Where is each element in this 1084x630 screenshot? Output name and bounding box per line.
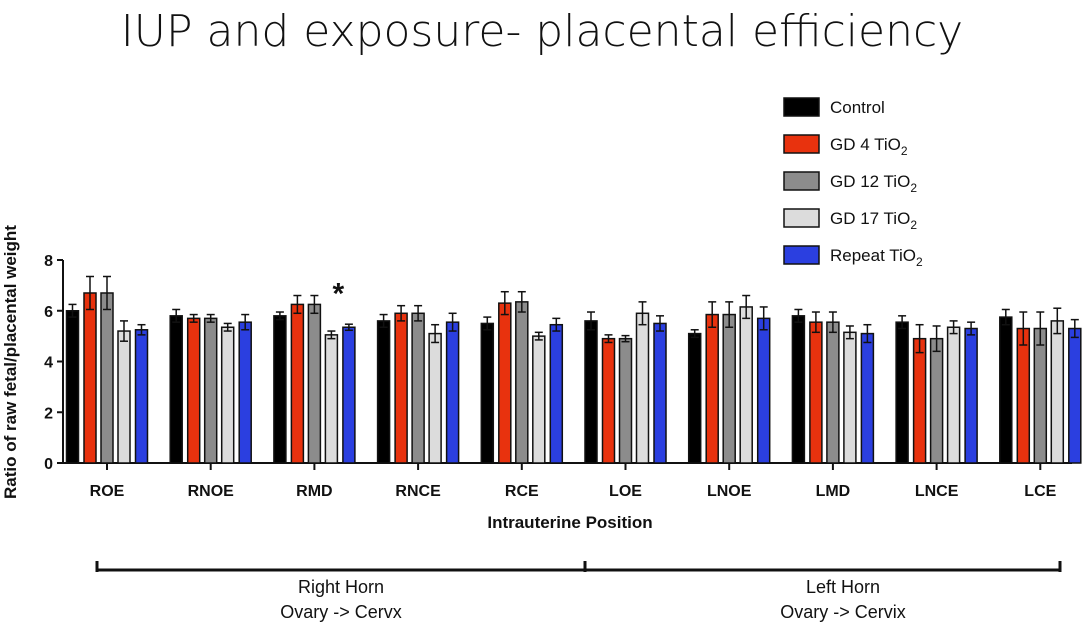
bar xyxy=(687,332,702,464)
bar xyxy=(394,312,408,464)
bar xyxy=(480,322,495,464)
bar xyxy=(307,303,322,464)
legend-label-subscript: 2 xyxy=(916,255,923,269)
bar xyxy=(1016,327,1031,464)
significance-asterisk: * xyxy=(333,278,345,311)
horn-group-sublabel: Ovary -> Cervix xyxy=(780,602,906,622)
bar xyxy=(83,292,97,464)
y-tick-label: 0 xyxy=(44,456,53,473)
bar xyxy=(238,321,252,464)
bar xyxy=(376,320,391,464)
bar xyxy=(428,332,442,464)
bar xyxy=(618,337,633,464)
legend-swatch xyxy=(783,245,820,265)
x-axis-title: Intrauterine Position xyxy=(487,513,652,532)
bar xyxy=(1050,320,1065,464)
legend-label-subscript: 2 xyxy=(910,181,917,195)
bar xyxy=(946,326,961,464)
legend-swatch xyxy=(783,134,820,154)
bar xyxy=(809,321,823,464)
legend-swatch xyxy=(783,171,820,191)
category-label: RNOE xyxy=(188,483,235,500)
category-label: LMD xyxy=(816,483,851,500)
bar xyxy=(653,322,667,464)
bar xyxy=(290,303,305,464)
bar xyxy=(739,306,753,464)
legend-label-text: Control xyxy=(830,98,885,117)
y-tick-label: 4 xyxy=(44,355,53,372)
bar xyxy=(186,317,201,464)
bar xyxy=(220,326,235,464)
legend-label: GD 4 TiO2 xyxy=(830,135,908,158)
legend-label-text: GD 4 TiO xyxy=(830,135,901,154)
bar xyxy=(532,335,546,464)
bar xyxy=(999,316,1013,464)
bar xyxy=(273,315,287,464)
bar xyxy=(895,321,909,464)
bar xyxy=(601,337,616,464)
y-axis-title: Ratio of raw fetal/placental weight xyxy=(1,225,20,499)
category-label: ROE xyxy=(90,483,125,500)
horn-group-label: Left Horn xyxy=(806,577,880,597)
horn-group-label: Right Horn xyxy=(298,577,384,597)
bar xyxy=(722,313,736,464)
axes: 0 2 4 6 8 Ratio of raw fetal/placental weight… xyxy=(1,225,1072,532)
legend-label: Control xyxy=(830,98,885,117)
bar xyxy=(203,317,218,464)
horn-group-sublabel: Ovary -> Cervx xyxy=(280,602,402,622)
bar xyxy=(65,310,80,464)
bar xyxy=(549,323,564,464)
bar xyxy=(498,302,512,464)
bar xyxy=(411,312,425,464)
bar xyxy=(1033,327,1048,464)
bar xyxy=(169,315,183,464)
bar xyxy=(791,315,806,464)
bar xyxy=(100,292,114,464)
legend-label: GD 17 TiO2 xyxy=(830,209,917,232)
bar xyxy=(584,320,598,464)
legend-label-subscript: 2 xyxy=(910,218,917,232)
bar xyxy=(929,337,944,464)
legend-swatch xyxy=(783,97,820,117)
y-tick-label: 8 xyxy=(44,253,53,270)
bar xyxy=(860,332,875,464)
bar xyxy=(964,327,978,464)
bar xyxy=(324,334,339,464)
bar xyxy=(117,330,131,464)
bar xyxy=(134,329,149,464)
bar xyxy=(826,321,840,464)
category-label: LOE xyxy=(609,483,642,500)
legend-label: Repeat TiO2 xyxy=(830,246,923,269)
y-tick-label: 2 xyxy=(44,405,53,422)
chart-title: IUP and exposure- placental efficiency xyxy=(120,6,964,57)
bar xyxy=(912,337,927,464)
category-label: LCE xyxy=(1024,483,1056,500)
legend-label-subscript: 2 xyxy=(901,144,908,158)
legend-label-text: GD 17 TiO xyxy=(830,209,910,228)
legend-swatch xyxy=(783,208,820,228)
legend-label: GD 12 TiO2 xyxy=(830,172,917,195)
bar xyxy=(515,301,529,464)
category-label: RNCE xyxy=(395,483,441,500)
bars: * xyxy=(65,275,1082,464)
category-label: RMD xyxy=(296,483,332,500)
bar xyxy=(1068,327,1082,464)
category-label: LNOE xyxy=(707,483,752,500)
bar xyxy=(342,326,356,464)
bar xyxy=(843,331,857,464)
category-label: RCE xyxy=(505,483,539,500)
category-label: LNCE xyxy=(915,483,959,500)
legend-label-text: Repeat TiO xyxy=(830,246,916,265)
bar xyxy=(705,313,719,464)
horn-brackets: Right Horn Ovary -> Cervx Left Horn Ovary -… xyxy=(95,561,1062,622)
legend-label-text: GD 12 TiO xyxy=(830,172,910,191)
bar xyxy=(445,321,460,464)
bar xyxy=(756,317,771,464)
y-tick-label: 6 xyxy=(44,304,53,321)
bar xyxy=(635,312,650,464)
